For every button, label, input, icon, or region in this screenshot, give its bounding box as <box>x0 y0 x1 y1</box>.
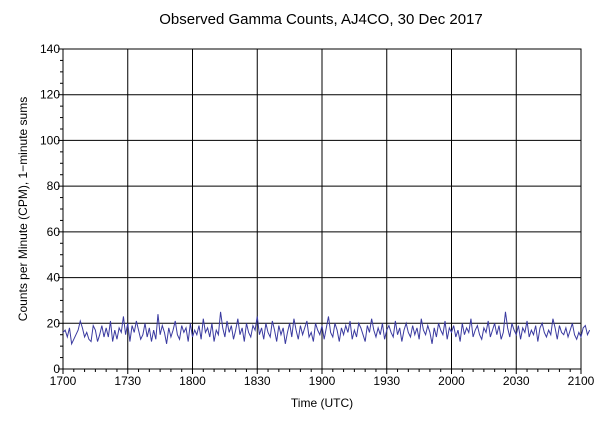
y-tick-labels: 0 20 40 60 80 100 120 140 <box>40 42 60 376</box>
y-tick-label: 80 <box>47 179 61 193</box>
x-tick-label: 2000 <box>438 374 465 388</box>
y-tick-label: 40 <box>47 271 61 285</box>
x-tick-label: 1930 <box>373 374 400 388</box>
y-axis-label: Counts per Minute (CPM), 1−minute sums <box>16 97 30 321</box>
chart-title: Observed Gamma Counts, AJ4CO, 30 Dec 201… <box>159 11 483 28</box>
y-tick-label: 120 <box>40 88 60 102</box>
x-tick-label: 2100 <box>568 374 595 388</box>
y-tick-label: 0 <box>53 362 60 376</box>
y-tick-label: 20 <box>47 316 61 330</box>
x-tick-labels: 1700 1730 1800 1830 1900 1930 2000 2030 2100 <box>50 374 595 388</box>
y-tick-label: 100 <box>40 133 60 147</box>
series-line-cpm <box>62 311 591 346</box>
x-tick-label: 1800 <box>179 374 206 388</box>
x-tick-label: 1730 <box>114 374 141 388</box>
x-tick-label: 2030 <box>503 374 530 388</box>
x-axis-label: Time (UTC) <box>291 396 353 410</box>
x-tick-label: 1830 <box>244 374 271 388</box>
x-tick-label: 1700 <box>50 374 77 388</box>
axis-ticks <box>58 48 582 374</box>
grid-lines <box>62 48 582 370</box>
y-tick-label: 60 <box>47 225 61 239</box>
y-tick-label: 140 <box>40 42 60 56</box>
x-tick-label: 1900 <box>309 374 336 388</box>
